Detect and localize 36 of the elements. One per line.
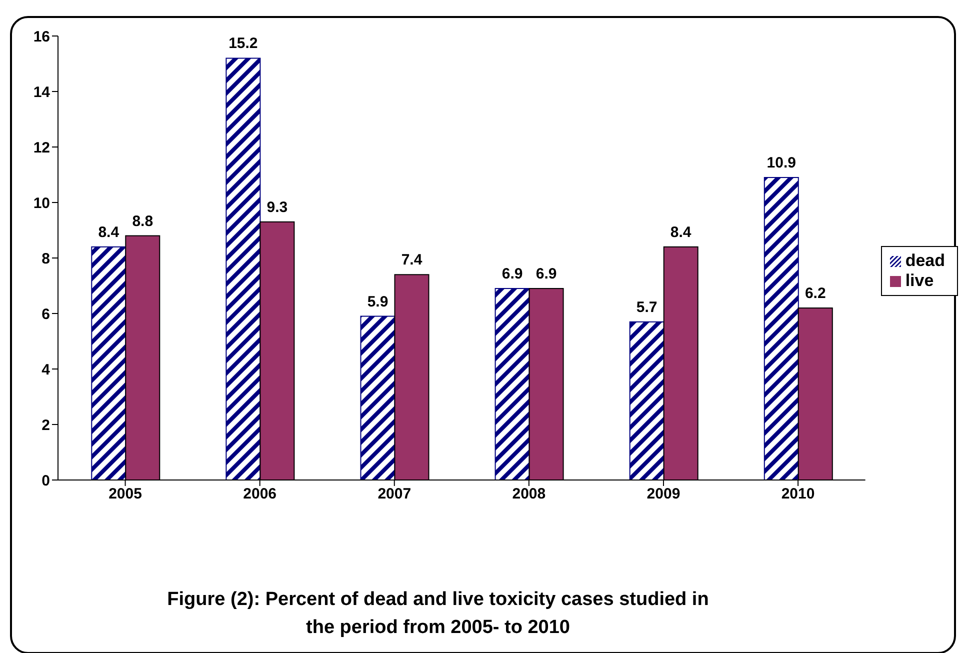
data-label: 9.3	[266, 198, 288, 216]
legend-label: dead	[905, 251, 945, 270]
data-label: 15.2	[228, 35, 258, 52]
bar	[494, 288, 530, 480]
x-tick-label: 2010	[781, 486, 815, 503]
data-label: 7.4	[401, 252, 423, 269]
data-label: 6.9	[502, 266, 523, 283]
data-label: 10.9	[766, 154, 796, 172]
data-label: 5.9	[367, 293, 388, 310]
y-tick-label: 4	[42, 361, 51, 378]
y-tick-label: 14	[33, 84, 51, 101]
x-tick-label: 2005	[108, 486, 142, 503]
data-label: 8.4	[670, 224, 692, 241]
y-tick-label: 6	[42, 306, 50, 323]
bar	[629, 321, 664, 480]
x-tick-label: 2006	[243, 486, 277, 503]
x-tick-label: 2008	[512, 486, 546, 503]
y-tick-label: 0	[42, 472, 50, 490]
data-label: 6.9	[536, 266, 557, 283]
data-label: 8.4	[98, 224, 120, 241]
y-tick-label: 8	[42, 250, 50, 268]
y-tick-label: 16	[33, 28, 50, 46]
bar	[360, 316, 396, 480]
text: Figure (2): Percent of dead and live toxicity cases studied in the period from 2005- to 2010	[166, 588, 710, 640]
data-label: 8.8	[132, 212, 154, 230]
x-tick-label: 2007	[378, 486, 412, 503]
y-tick-label: 10	[33, 194, 50, 212]
data-label: 6.2	[804, 284, 826, 302]
bar	[764, 177, 799, 480]
bar	[226, 58, 261, 480]
y-tick-label: 2	[42, 416, 50, 434]
y-tick-label: 12	[33, 139, 50, 156]
bar	[91, 246, 126, 480]
x-tick-label: 2009	[646, 486, 680, 503]
data-label: 5.7	[636, 298, 658, 316]
legend-label: live	[905, 271, 934, 290]
